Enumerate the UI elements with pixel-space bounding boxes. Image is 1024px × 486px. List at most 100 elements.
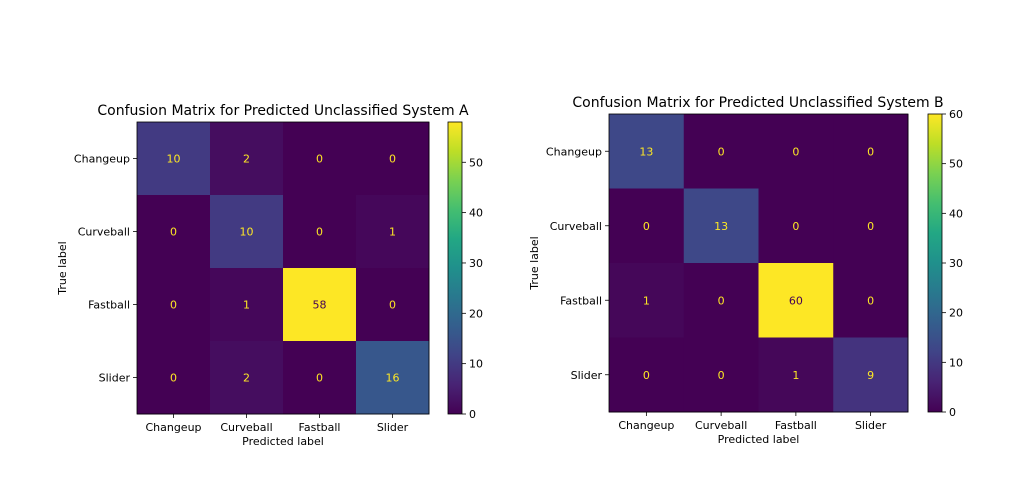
colorbar-tick-label: 50 <box>469 156 483 169</box>
colorbar-tick-label: 10 <box>469 358 483 371</box>
y-tick-label: Curveball <box>78 226 130 239</box>
heatmap-cell <box>283 122 357 196</box>
y-axis-label: True label <box>56 241 69 295</box>
heatmap-cell <box>210 268 284 342</box>
heatmap-cell <box>683 114 759 189</box>
chart-title: Confusion Matrix for Predicted Unclassif… <box>572 95 943 111</box>
x-tick-label: Slider <box>377 421 409 434</box>
x-axis-label: Predicted label <box>242 435 324 448</box>
heatmap-cell <box>833 114 909 189</box>
y-axis-label: True label <box>528 236 541 290</box>
cell-value-label: 1 <box>389 226 396 239</box>
heatmap-cell <box>683 263 759 338</box>
heatmap-cell <box>609 114 685 189</box>
cell-value-label: 10 <box>167 153 181 166</box>
heatmap-cell <box>137 268 211 342</box>
heatmap-cell <box>758 263 834 338</box>
y-tick-label: Slider <box>99 372 131 385</box>
cell-value-label: 10 <box>240 226 254 239</box>
heatmap-cell <box>210 122 284 196</box>
y-tick-label: Changeup <box>74 153 130 166</box>
cell-value-label: 0 <box>718 294 725 307</box>
cell-value-label: 9 <box>867 369 874 382</box>
heatmap-cell <box>758 337 834 413</box>
cell-value-label: 0 <box>792 145 799 158</box>
x-axis-label: Predicted label <box>718 433 800 446</box>
colorbar-tick-label: 0 <box>469 408 476 421</box>
y-tick-label: Fastball <box>88 299 130 312</box>
heatmap-cell <box>833 188 909 264</box>
cell-value-label: 2 <box>243 153 250 166</box>
cell-value-label: 0 <box>389 153 396 166</box>
heatmap-cell <box>609 188 685 264</box>
heatmap-cell <box>283 268 357 342</box>
heatmap-cell <box>833 263 909 338</box>
cell-value-label: 2 <box>243 372 250 385</box>
y-tick-label: Slider <box>571 369 603 382</box>
cell-value-label: 0 <box>170 372 177 385</box>
heatmap-cell <box>356 195 430 269</box>
colorbar-tick-label: 20 <box>949 307 963 320</box>
cell-value-label: 0 <box>792 220 799 233</box>
heatmap-cell <box>833 337 909 413</box>
x-tick-label: Curveball <box>695 419 747 432</box>
heatmap-cell <box>356 341 430 415</box>
cell-value-label: 13 <box>714 220 728 233</box>
y-tick-label: Changeup <box>546 145 602 158</box>
colorbar-tick-label: 20 <box>469 307 483 320</box>
x-tick-label: Changeup <box>145 421 201 434</box>
colorbar-tick-label: 10 <box>949 356 963 369</box>
cell-value-label: 0 <box>389 299 396 312</box>
heatmap-cell <box>210 195 284 269</box>
cell-value-label: 58 <box>313 299 327 312</box>
cell-value-label: 0 <box>718 145 725 158</box>
cell-value-label: 0 <box>170 226 177 239</box>
heatmap-cell <box>356 268 430 342</box>
heatmap-cell <box>609 263 685 338</box>
x-tick-label: Curveball <box>220 421 272 434</box>
x-tick-label: Changeup <box>618 419 674 432</box>
heatmap-cell <box>210 341 284 415</box>
cell-value-label: 1 <box>243 299 250 312</box>
cell-value-label: 0 <box>170 299 177 312</box>
cell-value-label: 0 <box>643 369 650 382</box>
cell-value-label: 0 <box>867 220 874 233</box>
heatmap-cell <box>758 188 834 264</box>
colorbar <box>447 121 463 415</box>
heatmap-cell <box>758 114 834 189</box>
chart-title: Confusion Matrix for Predicted Unclassif… <box>97 103 469 119</box>
cell-value-label: 0 <box>316 153 323 166</box>
heatmap-cell <box>683 337 759 413</box>
heatmap-cell <box>283 195 357 269</box>
colorbar <box>927 113 943 413</box>
cell-value-label: 1 <box>792 369 799 382</box>
colorbar-tick-label: 0 <box>949 406 956 419</box>
cell-value-label: 60 <box>789 294 803 307</box>
heatmap-cell <box>683 188 759 264</box>
plot-frame <box>608 113 909 413</box>
heatmap-cell <box>609 337 685 413</box>
heatmap-cell <box>137 195 211 269</box>
cell-value-label: 13 <box>639 145 653 158</box>
cell-value-label: 0 <box>867 294 874 307</box>
colorbar-tick-label: 60 <box>949 108 963 121</box>
plot-frame <box>136 121 430 415</box>
y-tick-label: Curveball <box>550 220 602 233</box>
x-tick-label: Fastball <box>775 419 817 432</box>
colorbar-tick-label: 30 <box>469 257 483 270</box>
cell-value-label: 0 <box>643 220 650 233</box>
y-tick-label: Fastball <box>560 294 602 307</box>
cell-value-label: 0 <box>867 145 874 158</box>
cell-value-label: 0 <box>718 369 725 382</box>
heatmap-cell <box>283 341 357 415</box>
confusion-matrix-system-b: Confusion Matrix for Predicted Unclassif… <box>528 95 963 446</box>
heatmap-cell <box>137 341 211 415</box>
x-tick-label: Slider <box>855 419 887 432</box>
x-tick-label: Fastball <box>299 421 341 434</box>
colorbar-tick-label: 40 <box>949 207 963 220</box>
heatmap-cell <box>356 122 430 196</box>
cell-value-label: 1 <box>643 294 650 307</box>
confusion-matrix-system-a: Confusion Matrix for Predicted Unclassif… <box>56 103 483 448</box>
cell-value-label: 0 <box>316 226 323 239</box>
